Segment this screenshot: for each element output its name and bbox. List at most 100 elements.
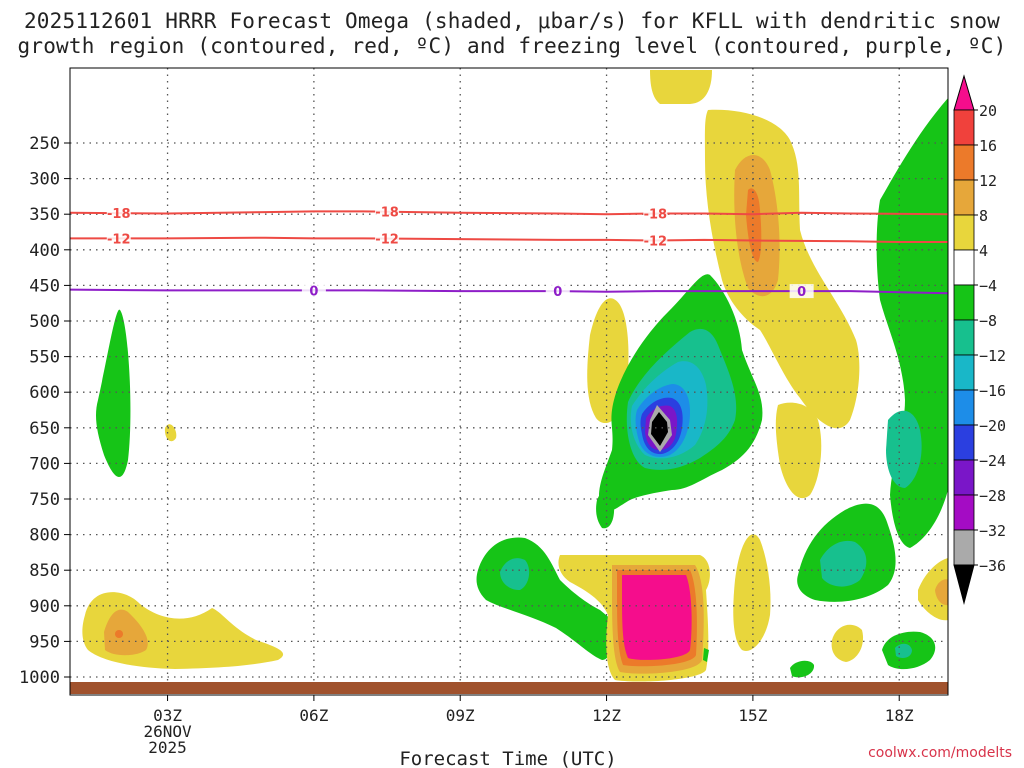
omega-shading: [82, 70, 948, 682]
colorbar-swatch: [953, 319, 975, 356]
omega-region-orange-lower-left: [104, 609, 148, 656]
colorbar-label: −20: [979, 417, 1006, 435]
omega-region-orange-lobe-edge: [935, 579, 948, 606]
y-tick-label: 900: [29, 597, 60, 617]
contour-lines: -18 -18 -18 -12 -12 -12 0 0 0: [69, 204, 949, 300]
y-tick-label: 850: [29, 561, 60, 581]
y-tick-label: 650: [29, 419, 60, 439]
colorbar-swatch: [953, 354, 975, 391]
colorbar-swatch: [953, 249, 975, 286]
freezing-contour-label: 0: [309, 284, 318, 299]
omega-region-teal-lower-right: [820, 540, 867, 587]
colorbar-label: 16: [979, 137, 997, 155]
colorbar-label: −24: [979, 452, 1006, 470]
colorbar-swatch: [953, 529, 975, 566]
colorbar-swatch: [953, 494, 975, 531]
colorbar-swatch: [953, 424, 975, 461]
colorbar-label: 8: [979, 207, 988, 225]
dgz-contour-label: -12: [107, 232, 131, 247]
colorbar-swatch: [953, 144, 975, 181]
x-tick-year: 2025: [148, 738, 187, 757]
colorbar-swatch: [953, 109, 975, 146]
freezing-contour-label-bg: [545, 284, 570, 299]
omega-region-pink-lower-column: [622, 575, 692, 660]
y-tick-label: 750: [29, 490, 60, 510]
omega-region-yellow-lobe-17z: [831, 624, 864, 662]
x-tick-date: 26NOV: [143, 722, 192, 741]
y-tick-label: 250: [29, 134, 60, 154]
omega-region-green-left: [96, 309, 131, 477]
freezing-contour-label: 0: [553, 285, 562, 300]
y-tick-label: 550: [29, 348, 60, 368]
omega-region-black-core: [651, 412, 668, 446]
dgz-contour-label: -18: [375, 206, 399, 221]
y-axis: 250 300 350 400 450 500 550 600 650 700 750 800 850 9…: [19, 134, 70, 688]
colorbar-swatch: [953, 179, 975, 216]
colorbar: 20 16 12 8 4 −4 −8 −12 −16 −20 −24 −28 −32 −36: [953, 74, 1006, 605]
ground-bar: [70, 682, 948, 694]
colorbar-swatch: [953, 459, 975, 496]
x-tick-label: 15Z: [738, 706, 767, 725]
colorbar-label: −12: [979, 347, 1006, 365]
freezing-contour-label-bg: [301, 283, 326, 298]
y-tick-label: 500: [29, 312, 60, 332]
colorbar-label: −8: [979, 312, 997, 330]
plot-frame: [69, 67, 949, 696]
dgz-contour-line: [70, 236, 948, 243]
colorbar-top-arrow: [953, 74, 975, 111]
dgz-contour-label-bg: [643, 233, 668, 248]
y-tick-label: 300: [29, 170, 60, 190]
chart-title-line-1: 2025112601 HRRR Forecast Omega (shaded, …: [23, 9, 1001, 33]
y-tick-label: 350: [29, 205, 60, 225]
omega-region-green-lobe-16z: [790, 660, 815, 678]
omega-region-green-lobe-12z: [596, 490, 615, 529]
x-axis-label: Forecast Time (UTC): [399, 748, 616, 768]
chart-title-line-2: growth region (contoured, red, ºC) and f…: [17, 34, 1007, 58]
x-tick-label: 12Z: [592, 706, 621, 725]
dgz-contour-label-bg: [106, 231, 131, 246]
x-tick-label: 18Z: [885, 706, 914, 725]
omega-region-teal-lower-center: [500, 558, 530, 590]
omega-region-red-upper: [746, 188, 762, 262]
colorbar-label: 4: [979, 242, 988, 260]
y-tick-label: 700: [29, 454, 60, 474]
y-tick-label: 400: [29, 241, 60, 261]
dgz-contour-label: -12: [644, 235, 668, 250]
omega-region-green-right-column: [876, 98, 948, 548]
omega-region-yellow-cap: [650, 70, 712, 104]
gridlines: [70, 68, 948, 695]
colorbar-label: −28: [979, 487, 1006, 505]
source-credit: coolwx.com/modelts: [868, 745, 1012, 761]
x-tick-label: 03Z: [153, 706, 182, 725]
freezing-contour-label: 0: [797, 285, 806, 300]
y-tick-label: 800: [29, 526, 60, 546]
x-tick-label: 06Z: [299, 706, 328, 725]
colorbar-label: 12: [979, 172, 997, 190]
dgz-contour-label: -12: [375, 233, 399, 248]
omega-region-teal-right-column: [886, 410, 922, 488]
dgz-contour-label: -18: [107, 207, 131, 222]
dgz-contour-label-bg: [375, 231, 400, 246]
colorbar-swatch: [953, 214, 975, 251]
y-tick-label: 450: [29, 276, 60, 296]
freezing-contour-label-bg: [789, 284, 814, 299]
omega-region-dot-900: [115, 630, 123, 638]
omega-region-green-sliver: [703, 648, 709, 662]
omega-region-yellow-lobe-15z: [733, 534, 771, 651]
colorbar-swatch: [953, 389, 975, 426]
colorbar-label: −32: [979, 522, 1006, 540]
y-tick-label: 1000: [19, 668, 60, 688]
x-tick-label: 09Z: [446, 706, 475, 725]
dgz-contour-line: [69, 210, 949, 216]
omega-region-yellow-mid2: [775, 402, 822, 499]
colorbar-bottom-arrow: [953, 564, 975, 605]
y-tick-label: 950: [29, 632, 60, 652]
colorbar-label: 20: [979, 102, 997, 120]
colorbar-label: −4: [979, 277, 997, 295]
dgz-contour-label-bg: [643, 206, 668, 221]
dgz-contour-label-bg: [106, 206, 131, 221]
omega-region-yellow-blip: [164, 424, 177, 442]
y-tick-label: 600: [29, 383, 60, 403]
